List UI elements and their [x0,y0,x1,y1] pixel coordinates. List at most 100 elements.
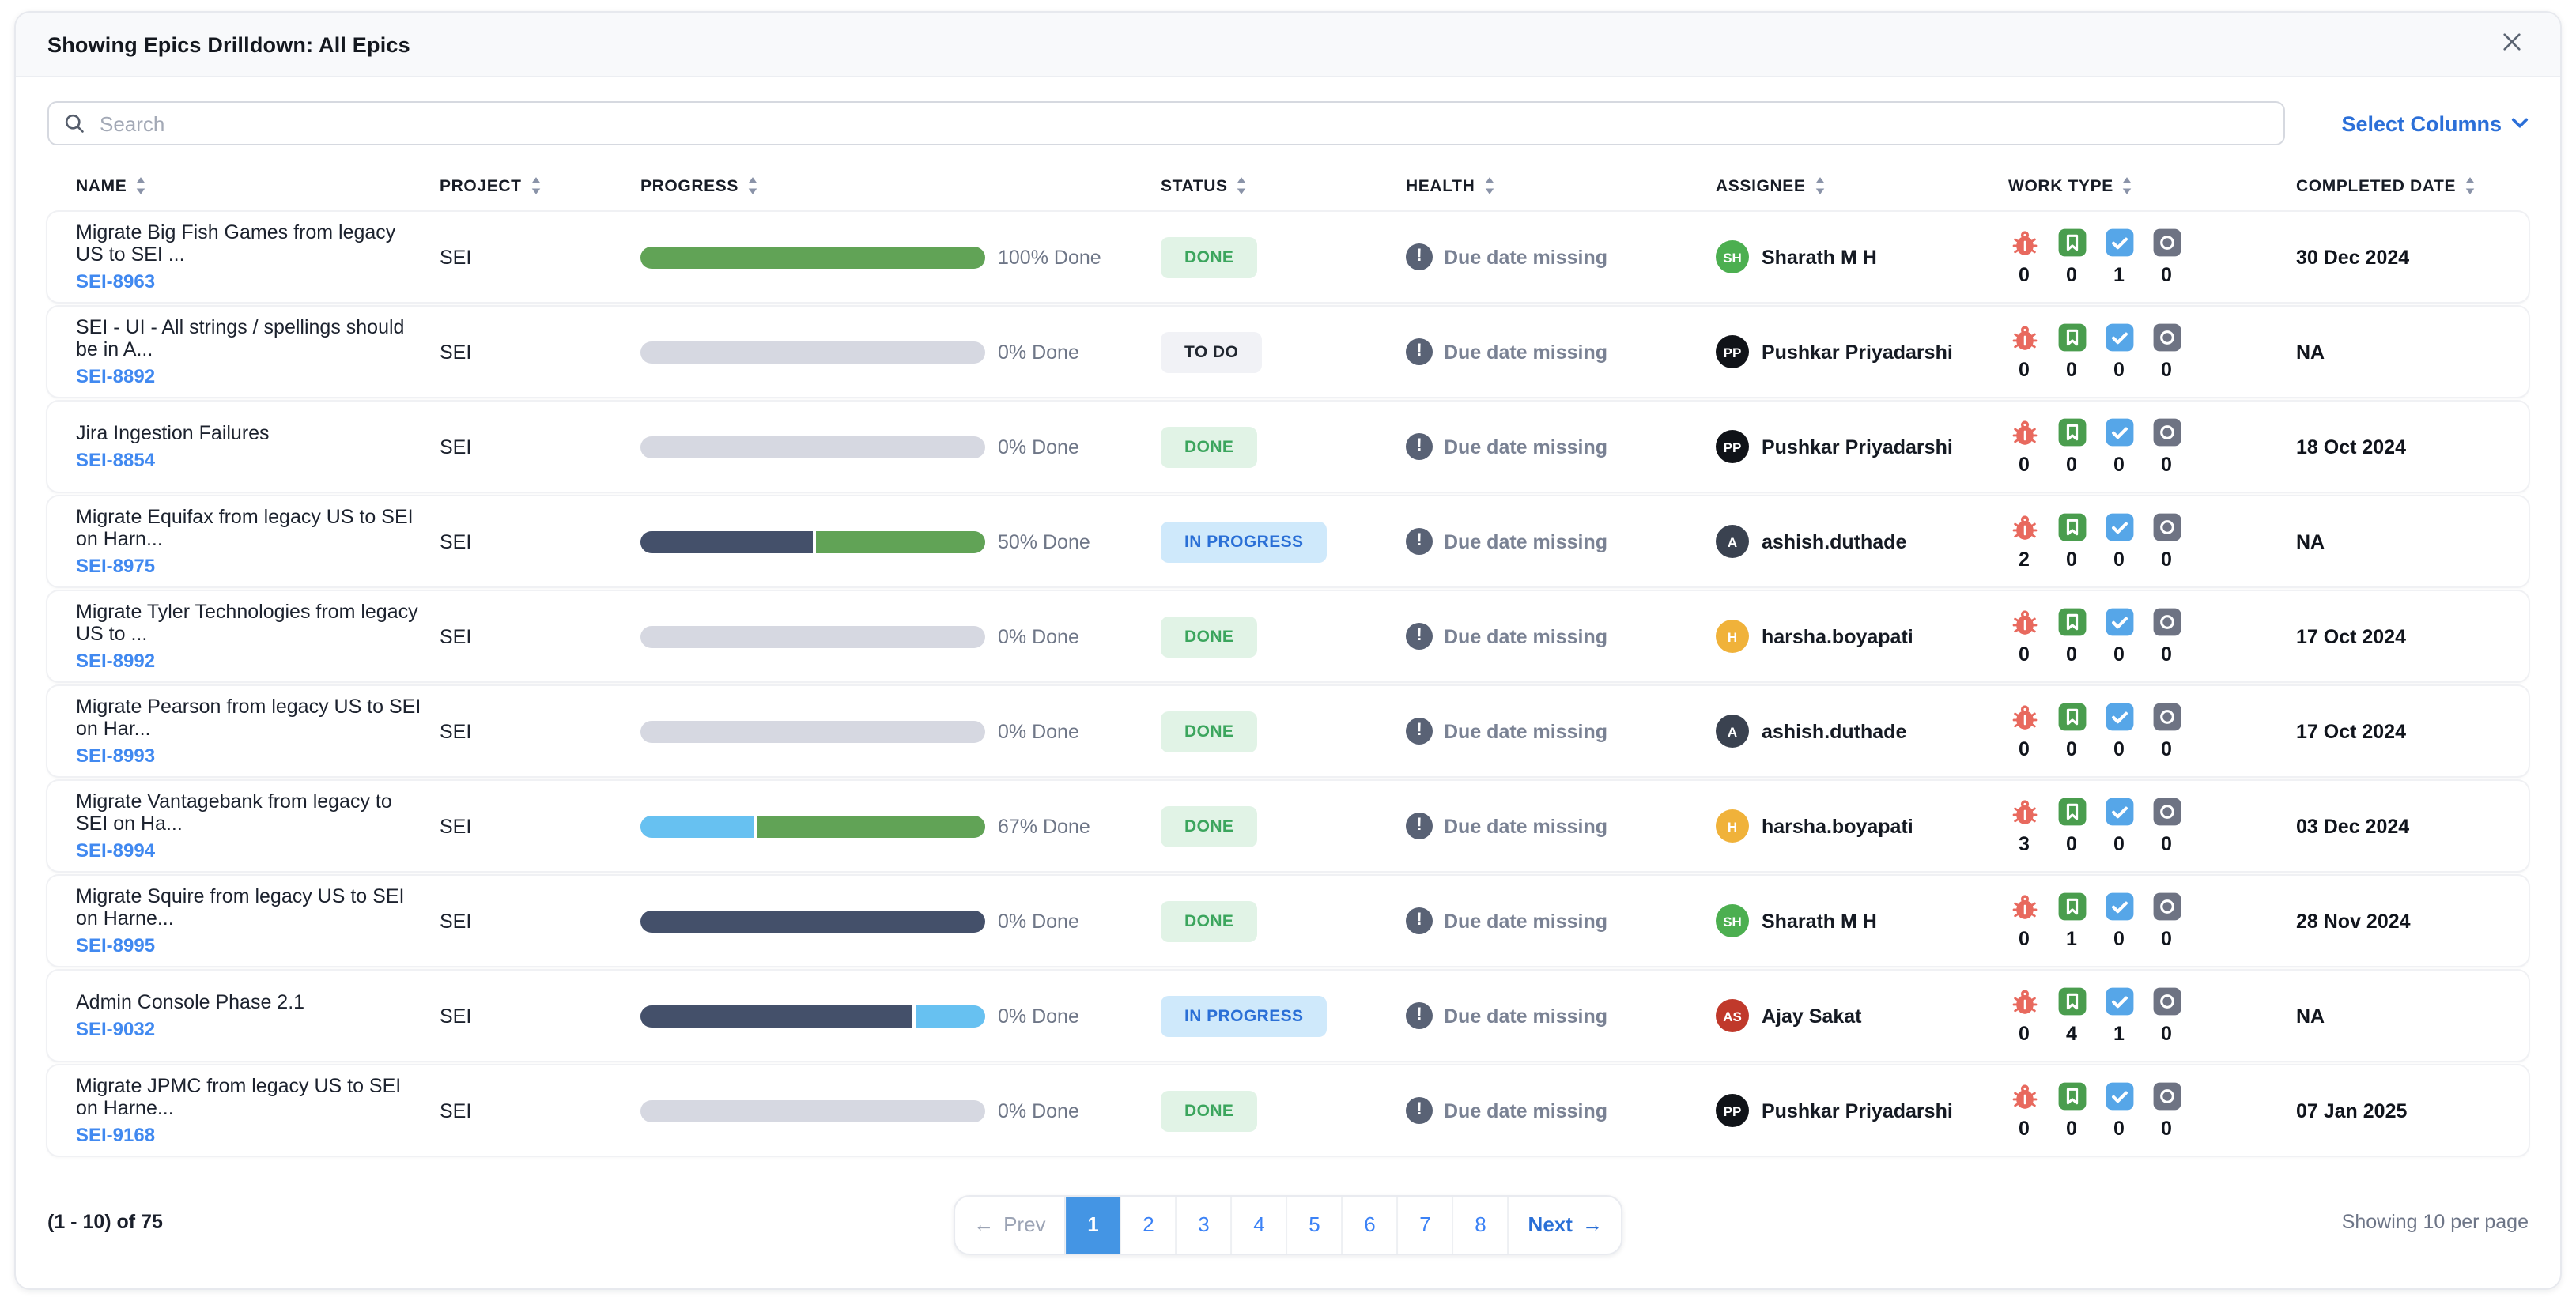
epic-key-link[interactable]: SEI-8975 [76,555,156,578]
close-icon[interactable] [2495,25,2529,63]
exclamation-circle-icon: ! [1406,243,1433,270]
column-header-completed[interactable]: COMPLETED DATE [2296,175,2529,196]
page-button-8[interactable]: 8 [1452,1196,1508,1253]
status-cell: TO DO [1161,331,1263,372]
progress-bar [640,815,985,837]
task-icon [2104,797,2134,827]
progress-label: 100% Done [998,246,1101,268]
health-label: Due date missing [1444,625,1607,647]
epic-key-link[interactable]: SEI-8995 [76,934,156,957]
progress-label: 0% Done [998,436,1079,458]
progress-cell: 0% Done [640,910,1161,932]
worktype-other: 0 [2151,986,2182,1045]
page-button-1[interactable]: 1 [1064,1196,1120,1253]
column-header-assignee[interactable]: ASSIGNEE [1716,175,2008,196]
worktype-cell: 0 0 0 0 [2008,607,2296,666]
column-header-project[interactable]: PROJECT [440,175,640,196]
avatar: SH [1716,904,1749,937]
epic-key-link[interactable]: SEI-8993 [76,745,156,767]
worktype-other: 0 [2151,1081,2182,1140]
exclamation-circle-icon: ! [1406,718,1433,745]
chevron-down-icon [2511,118,2529,128]
epic-key-link[interactable]: SEI-9032 [76,1018,156,1041]
completed-date-cell: NA [2296,1005,2325,1027]
exclamation-circle-icon: ! [1406,1097,1433,1124]
health-cell: ! Due date missing [1406,1002,1716,1029]
epic-key-link[interactable]: SEI-8854 [76,449,156,472]
avatar: PP [1716,430,1749,463]
select-columns-button[interactable]: Select Columns [2341,111,2529,135]
exclamation-circle-icon: ! [1406,623,1433,650]
column-header-name[interactable]: NAME [76,175,440,196]
worktype-task: 0 [2103,702,2135,760]
epic-key-link[interactable]: SEI-8963 [76,270,156,293]
worktype-count: 0 [2066,833,2077,855]
progress-bar [640,910,985,932]
other-icon [2151,512,2181,542]
worktype-story: 0 [2056,1081,2087,1140]
worktype-story: 4 [2056,986,2087,1045]
worktype-story: 0 [2056,322,2087,381]
completed-date-cell: 03 Dec 2024 [2296,815,2410,837]
health-label: Due date missing [1444,436,1607,458]
worktype-cell: 0 0 0 0 [2008,702,2296,760]
project-cell: SEI [440,436,472,458]
task-icon [2104,512,2134,542]
page-button-3[interactable]: 3 [1175,1196,1231,1253]
column-header-progress[interactable]: PROGRESS [640,175,1161,196]
next-label: Next [1528,1212,1573,1236]
worktype-count: 0 [2019,454,2030,476]
page-button-6[interactable]: 6 [1341,1196,1397,1253]
progress-segment-lightblue [912,1005,985,1027]
project-cell: SEI [440,1005,472,1027]
worktype-count: 0 [2161,643,2172,666]
progress-bar [640,530,985,552]
worktype-count: 0 [2113,928,2125,950]
epic-key-link[interactable]: SEI-8994 [76,839,156,862]
epic-key-link[interactable]: SEI-8992 [76,650,156,673]
worktype-count: 0 [2161,264,2172,286]
page-button-4[interactable]: 4 [1230,1196,1286,1253]
column-label: NAME [76,176,127,195]
column-header-worktype[interactable]: WORK TYPE [2008,175,2296,196]
epic-name: SEI - UI - All strings / spellings shoul… [76,315,405,360]
sort-icon [1815,177,1824,194]
exclamation-circle-icon: ! [1406,433,1433,460]
toolbar: Select Columns [47,101,2529,145]
status-badge: DONE [1161,1090,1258,1131]
progress-label: 0% Done [998,910,1079,932]
worktype-other: 0 [2151,892,2182,950]
health-cell: ! Due date missing [1406,907,1716,934]
worktype-count: 0 [2161,1023,2172,1045]
table-row: Migrate Tyler Technologies from legacy U… [47,591,2529,681]
exclamation-circle-icon: ! [1406,338,1433,365]
progress-label: 67% Done [998,815,1090,837]
search-input[interactable] [47,101,2285,145]
completed-date-cell: 17 Oct 2024 [2296,720,2406,742]
table-row: Migrate Big Fish Games from legacy US to… [47,212,2529,302]
page-button-2[interactable]: 2 [1120,1196,1176,1253]
assignee-name: Pushkar Priyadarshi [1762,1099,1953,1122]
assignee-cell: PP Pushkar Priyadarshi [1716,430,2008,463]
next-page-button[interactable]: Next → [1507,1196,1622,1253]
column-header-health[interactable]: HEALTH [1406,175,1716,196]
worktype-task: 0 [2103,417,2135,476]
page-button-7[interactable]: 7 [1396,1196,1452,1253]
epic-key-link[interactable]: SEI-9168 [76,1124,156,1147]
assignee-name: ashish.duthade [1762,720,1907,742]
worktype-count: 0 [2066,264,2077,286]
story-icon [2057,607,2087,637]
health-label: Due date missing [1444,1005,1607,1027]
page-button-5[interactable]: 5 [1286,1196,1342,1253]
other-icon [2151,607,2181,637]
prev-page-button[interactable]: ← Prev [954,1196,1064,1253]
column-header-status[interactable]: STATUS [1161,175,1406,196]
status-cell: DONE [1161,900,1258,941]
task-icon [2104,417,2134,447]
completed-date-cell: NA [2296,530,2325,552]
epic-key-link[interactable]: SEI-8892 [76,365,156,388]
avatar: A [1716,715,1749,748]
search-icon [65,114,84,133]
